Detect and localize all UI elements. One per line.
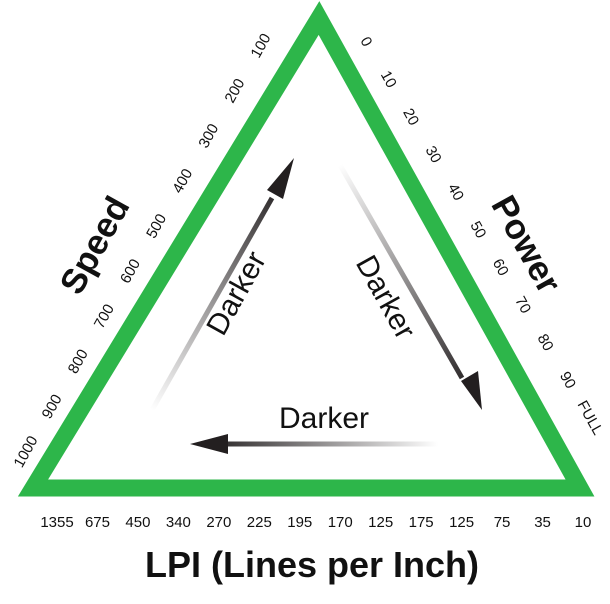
lpi-tick-3: 340: [166, 514, 191, 531]
left-darker-arrow: [149, 158, 294, 412]
lpi-tick-10: 125: [449, 514, 474, 531]
power-tick-0: 0: [356, 34, 375, 50]
power-tick-5: 50: [466, 218, 489, 241]
right-darker-arrow: [337, 163, 482, 410]
right-arrowhead: [461, 371, 482, 410]
bottom-arrowhead: [190, 434, 228, 454]
lpi-tick-2: 450: [125, 514, 150, 531]
speed-tick-9: 100: [248, 31, 275, 61]
power-tick-3: 30: [422, 143, 445, 166]
power-tick-6: 60: [489, 256, 512, 279]
speed-tick-7: 300: [195, 121, 222, 151]
speed-tick-0: 1000: [11, 433, 42, 470]
power-tick-10: FULL: [574, 398, 607, 438]
speed-title: Speed: [52, 190, 137, 301]
speed-tick-1: 900: [39, 392, 66, 422]
triangle-outline: [17, 1, 595, 497]
lpi-tick-11: 75: [494, 514, 511, 531]
lpi-tick-7: 170: [328, 514, 353, 531]
left-arrowhead: [267, 158, 294, 199]
power-tick-1: 10: [377, 68, 400, 91]
power-tick-2: 20: [399, 106, 422, 129]
speed-tick-3: 700: [91, 301, 118, 331]
power-tick-4: 40: [444, 181, 467, 204]
power-tick-7: 70: [511, 294, 534, 317]
lpi-tick-9: 175: [409, 514, 434, 531]
speed-tick-2: 800: [65, 347, 92, 377]
lpi-tick-4: 270: [206, 514, 231, 531]
lpi-scale: 1355 675 450 340 270 225 195 170 125 175 125 75 35 10: [40, 514, 591, 531]
lpi-tick-12: 35: [534, 514, 551, 531]
speed-tick-8: 200: [221, 76, 248, 106]
bottom-darker-label: Darker: [279, 402, 369, 435]
power-tick-8: 80: [534, 331, 557, 354]
lpi-tick-13: 10: [575, 514, 592, 531]
lpi-title: LPI (Lines per Inch): [145, 544, 479, 585]
lpi-tick-5: 225: [247, 514, 272, 531]
speed-tick-5: 500: [143, 211, 170, 241]
lpi-tick-0: 1355: [40, 514, 73, 531]
lpi-tick-6: 195: [287, 514, 312, 531]
speed-tick-6: 400: [169, 166, 196, 196]
power-tick-9: 90: [556, 369, 579, 392]
lpi-tick-1: 675: [85, 514, 110, 531]
speed-tick-4: 600: [117, 256, 144, 286]
power-title: Power: [484, 189, 569, 300]
bottom-darker-arrow: [190, 434, 438, 454]
lpi-tick-8: 125: [368, 514, 393, 531]
